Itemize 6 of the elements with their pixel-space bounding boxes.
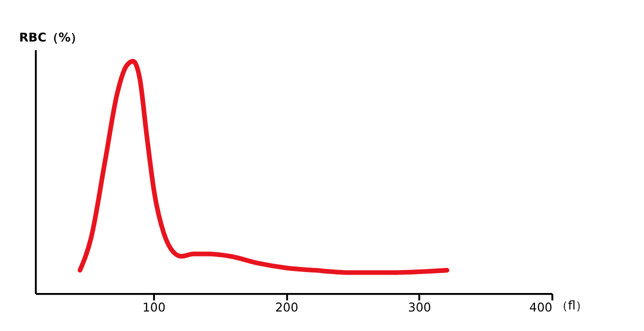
- x-tick-label: 300: [408, 300, 432, 315]
- x-axis-title: （fl）: [556, 298, 588, 313]
- x-tick-label: 100: [142, 300, 166, 315]
- x-tick-label: 200: [275, 300, 298, 315]
- y-axis-title: RBC（%）: [19, 30, 83, 45]
- x-tick-label: 400: [529, 300, 552, 315]
